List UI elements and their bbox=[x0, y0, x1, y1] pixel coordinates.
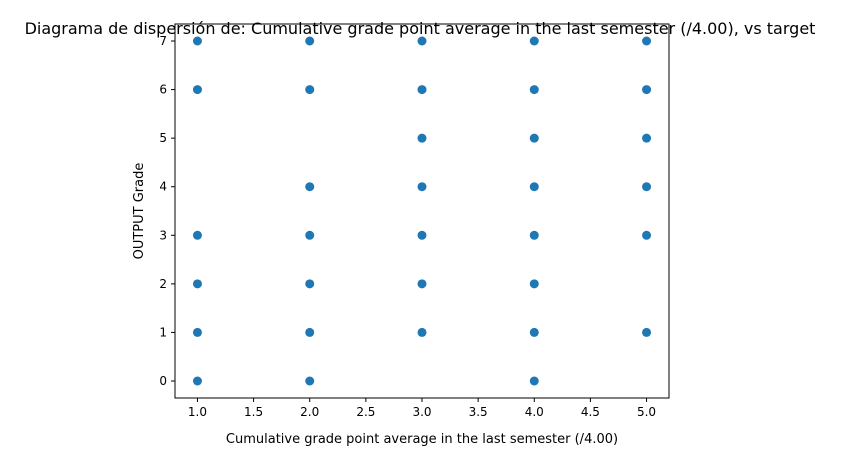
x-tick-label: 3.5 bbox=[469, 405, 488, 419]
data-point bbox=[305, 36, 315, 46]
data-point bbox=[305, 376, 315, 386]
x-tick-label: 2.5 bbox=[356, 405, 375, 419]
data-point bbox=[642, 36, 652, 46]
y-tick-label: 4 bbox=[159, 180, 167, 194]
y-tick-label: 1 bbox=[159, 325, 167, 339]
data-point bbox=[417, 327, 427, 337]
y-tick-label: 3 bbox=[159, 228, 167, 242]
data-point bbox=[305, 85, 315, 95]
chart-title: Diagrama de dispersión de: Cumulative gr… bbox=[25, 19, 816, 38]
data-point bbox=[192, 279, 202, 289]
y-axis-label: OUTPUT Grade bbox=[132, 163, 147, 260]
x-tick-label: 1.0 bbox=[188, 405, 207, 419]
axis-ticks: 1.0 1.5 2.0 2.5 3.0 3.5 4.0 4.5 5.0 0 1 2 3 4 5 6 7 bbox=[159, 34, 656, 419]
data-point bbox=[417, 133, 427, 143]
y-tick-label: 6 bbox=[159, 83, 167, 97]
data-point bbox=[642, 230, 652, 240]
data-point bbox=[417, 230, 427, 240]
x-tick-label: 4.0 bbox=[525, 405, 544, 419]
data-point bbox=[192, 36, 202, 46]
data-point bbox=[192, 327, 202, 337]
data-point bbox=[529, 279, 539, 289]
x-tick-label: 5.0 bbox=[637, 405, 656, 419]
data-point bbox=[305, 279, 315, 289]
data-point bbox=[192, 230, 202, 240]
x-tick-label: 4.5 bbox=[581, 405, 600, 419]
data-point bbox=[529, 85, 539, 95]
data-point bbox=[417, 182, 427, 192]
data-point bbox=[305, 182, 315, 192]
data-point bbox=[642, 182, 652, 192]
data-point bbox=[529, 182, 539, 192]
data-point bbox=[305, 327, 315, 337]
x-tick-label: 1.5 bbox=[244, 405, 263, 419]
y-tick-label: 0 bbox=[159, 374, 167, 388]
x-tick-label: 2.0 bbox=[300, 405, 319, 419]
data-point bbox=[642, 327, 652, 337]
data-point bbox=[417, 85, 427, 95]
data-point bbox=[529, 36, 539, 46]
data-point bbox=[642, 85, 652, 95]
y-tick-label: 2 bbox=[159, 277, 167, 291]
data-point bbox=[192, 85, 202, 95]
data-point bbox=[529, 230, 539, 240]
data-points bbox=[192, 36, 652, 386]
y-tick-label: 5 bbox=[159, 131, 167, 145]
data-point bbox=[529, 133, 539, 143]
x-tick-label: 3.0 bbox=[412, 405, 431, 419]
x-axis-label: Cumulative grade point average in the la… bbox=[226, 432, 618, 447]
data-point bbox=[417, 279, 427, 289]
data-point bbox=[417, 36, 427, 46]
data-point bbox=[529, 376, 539, 386]
data-point bbox=[529, 327, 539, 337]
data-point bbox=[305, 230, 315, 240]
y-tick-label: 7 bbox=[159, 34, 167, 48]
data-point bbox=[192, 376, 202, 386]
plot-frame bbox=[174, 23, 670, 399]
data-point bbox=[642, 133, 652, 143]
